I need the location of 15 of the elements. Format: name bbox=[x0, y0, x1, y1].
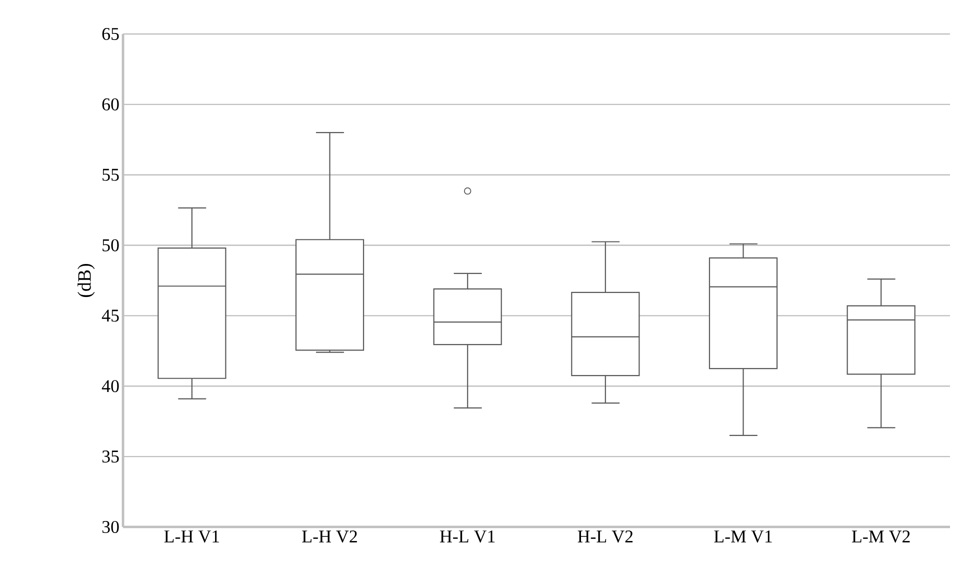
y-tick-label: 45 bbox=[102, 310, 119, 322]
x-tick-label: H-L V1 bbox=[440, 530, 495, 543]
y-tick-label: 35 bbox=[102, 450, 119, 463]
x-tick-label: L-H V2 bbox=[302, 530, 357, 543]
x-tick-label: L-H V1 bbox=[164, 530, 219, 543]
y-tick-label: 65 bbox=[102, 28, 119, 40]
y-axis-title: (dB) bbox=[78, 264, 95, 298]
y-tick-label: 50 bbox=[102, 239, 119, 252]
x-tick-label: H-L V2 bbox=[578, 530, 633, 543]
y-tick-label: 40 bbox=[102, 380, 119, 392]
y-tick-label: 30 bbox=[102, 520, 119, 534]
x-tick-label: L-M V2 bbox=[852, 530, 910, 543]
y-tick-label: 55 bbox=[102, 168, 119, 181]
y-tick-label: 60 bbox=[102, 98, 119, 110]
x-tick-label: L-M V1 bbox=[714, 530, 772, 543]
